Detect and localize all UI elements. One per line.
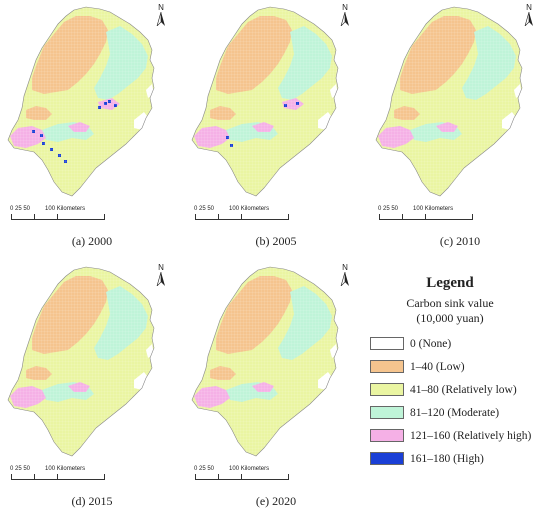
legend-label: 41–80 (Relatively low) — [410, 383, 517, 396]
legend-item: 1–40 (Low) — [370, 355, 548, 378]
panel-caption: (b) 2005 — [255, 234, 297, 248]
map-regions — [8, 267, 154, 456]
map-regions — [376, 7, 522, 196]
legend-item: 161–180 (High) — [370, 447, 548, 470]
province-outline — [375, 6, 523, 197]
scale-bar: 0 25 50 100 Kilometers — [10, 466, 150, 484]
legend-swatch — [370, 360, 404, 373]
map-legend: Legend Carbon sink value (10,000 yuan) 0… — [370, 275, 548, 470]
legend-label: 161–180 (High) — [410, 452, 484, 465]
north-arrow-icon: N — [338, 4, 352, 31]
province-outline — [7, 6, 155, 197]
scale-bar: 0 25 50 100 Kilometers — [378, 206, 518, 224]
province-outline — [7, 266, 155, 457]
panel-caption: (e) 2020 — [255, 494, 297, 508]
province-outline — [191, 6, 339, 197]
carbon-sink-map — [7, 266, 155, 457]
legend-item: 41–80 (Relatively low) — [370, 378, 548, 401]
map-panel-2020: N 0 25 50 100 Kilometers (e) 2020 — [186, 262, 366, 508]
legend-item: 121–160 (Relatively high) — [370, 424, 548, 447]
legend-label: 0 (None) — [410, 337, 452, 350]
legend-subtitle-line1: Carbon sink value — [406, 296, 494, 310]
map-regions — [8, 7, 154, 196]
map-panel-2000: N 0 25 50 100 Kilometers (a) 2000 — [2, 2, 182, 248]
legend-swatch — [370, 406, 404, 419]
legend-swatch — [370, 337, 404, 350]
map-panel-2015: N 0 25 50 100 Kilometers (d) 2015 — [2, 262, 182, 508]
map-grid — [8, 267, 154, 456]
panel-caption: (a) 2000 — [71, 234, 113, 248]
legend-title: Legend — [426, 275, 474, 291]
legend-items: 0 (None) 1–40 (Low) 41–80 (Relatively low)… — [370, 332, 548, 470]
north-arrow-icon: N — [522, 4, 536, 31]
map-panel-2010: N 0 25 50 100 Kilometers (c) 2010 — [370, 2, 550, 248]
panel-caption: (c) 2010 — [439, 234, 481, 248]
north-arrow-icon: N — [154, 4, 168, 31]
legend-label: 1–40 (Low) — [410, 360, 465, 373]
carbon-sink-map — [7, 6, 155, 197]
legend-label: 121–160 (Relatively high) — [410, 429, 532, 442]
carbon-sink-map — [375, 6, 523, 197]
map-grid — [376, 7, 522, 196]
legend-label: 81–120 (Moderate) — [410, 406, 500, 419]
legend-subtitle-line2: (10,000 yuan) — [416, 311, 484, 325]
carbon-sink-map — [191, 6, 339, 197]
legend-swatch — [370, 383, 404, 396]
scale-bar: 0 25 50 100 Kilometers — [194, 466, 334, 484]
legend-item: 0 (None) — [370, 332, 548, 355]
scale-bar: 0 25 50 100 Kilometers — [10, 206, 150, 224]
map-regions — [192, 7, 338, 196]
panel-caption: (d) 2015 — [71, 494, 113, 508]
carbon-sink-map — [191, 266, 339, 457]
legend-subtitle: Carbon sink value (10,000 yuan) — [370, 296, 530, 326]
map-grid — [192, 267, 338, 456]
legend-item: 81–120 (Moderate) — [370, 401, 548, 424]
map-grid — [192, 7, 338, 196]
scale-bar: 0 25 50 100 Kilometers — [194, 206, 334, 224]
map-grid — [8, 7, 154, 196]
north-arrow-icon: N — [154, 264, 168, 291]
map-regions — [192, 267, 338, 456]
map-panel-2005: N 0 25 50 100 Kilometers (b) 2005 — [186, 2, 366, 248]
legend-swatch — [370, 429, 404, 442]
province-outline — [191, 266, 339, 457]
legend-swatch — [370, 452, 404, 465]
north-arrow-icon: N — [338, 264, 352, 291]
